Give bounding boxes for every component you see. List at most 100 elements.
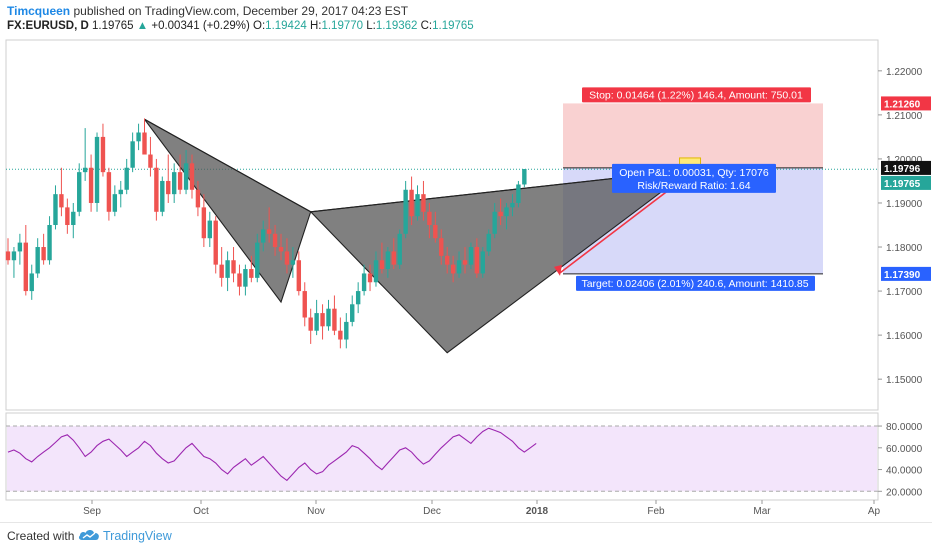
candle-body xyxy=(510,202,515,208)
candle-body xyxy=(361,273,367,292)
candle-body xyxy=(433,225,438,239)
tradingview-cloud-icon xyxy=(78,530,99,540)
stop-price-tag-text: 1.21260 xyxy=(884,99,921,110)
candle-body xyxy=(225,260,230,278)
candle-body xyxy=(130,141,135,168)
candle-body xyxy=(474,247,480,274)
price-axis-label: 1.15000 xyxy=(886,375,923,386)
candle-body xyxy=(492,211,497,234)
candle-body xyxy=(231,260,236,274)
candle-body xyxy=(403,189,408,234)
price-axis-label: 1.22000 xyxy=(886,67,923,78)
candle-body xyxy=(118,189,123,195)
candle-body xyxy=(409,189,414,217)
author-link[interactable]: Timcqueen xyxy=(7,4,71,18)
candle-body xyxy=(142,132,147,155)
candle-body xyxy=(415,194,420,217)
candle-body xyxy=(296,260,302,292)
candle-body xyxy=(59,194,64,208)
publish-line: Timcqueen published on TradingView.com, … xyxy=(7,4,408,18)
candle-body xyxy=(47,225,52,261)
close-value: 1.19765 xyxy=(432,20,474,32)
pnl-label-text: Open P&L: 0.00031, Qty: 17076 xyxy=(619,167,769,179)
candle-body xyxy=(154,167,159,212)
current-price-tag-text: 1.19765 xyxy=(884,179,921,190)
candle-body xyxy=(302,291,307,318)
candle-body xyxy=(462,260,468,265)
candle-body xyxy=(112,194,118,212)
chart-canvas[interactable]: 1.22000 1.21000 1.20000 1.19000 1.18000 1.170… xyxy=(0,0,932,522)
candle-body xyxy=(53,194,58,225)
candle-body xyxy=(65,207,70,225)
candle-body xyxy=(237,273,242,287)
candle-body xyxy=(379,260,385,270)
price-axis-label: 1.16000 xyxy=(886,331,923,342)
candle-body xyxy=(367,273,373,283)
candle-body xyxy=(100,136,106,173)
candle-body xyxy=(5,251,11,261)
stop-price-tag-box xyxy=(881,96,931,111)
candle-body xyxy=(77,172,82,212)
candle-body xyxy=(278,247,284,252)
entry-price-tag-box xyxy=(881,160,931,175)
candle-body xyxy=(355,291,361,305)
candle-body xyxy=(450,264,456,274)
candle-body xyxy=(439,238,444,256)
candle-body xyxy=(35,247,40,274)
candle-body xyxy=(243,269,248,287)
candle-body xyxy=(498,211,503,217)
target-label-text: Target: 0.02406 (2.01%) 240.6, Amount: 1… xyxy=(581,278,808,290)
candle-body xyxy=(17,242,23,252)
symbol-label: FX:EURUSD, D xyxy=(7,20,89,32)
time-axis-label: Dec xyxy=(423,506,441,517)
price-axis-label: 1.18000 xyxy=(886,243,923,254)
target-price-tag-box xyxy=(881,266,931,281)
candle-body xyxy=(290,260,296,265)
candle-body xyxy=(171,172,177,195)
time-axis-label: Feb xyxy=(647,506,665,517)
rsi-line xyxy=(7,427,537,482)
candle-body xyxy=(82,167,88,173)
pnl-label-box xyxy=(612,163,776,193)
price-axis-label: 1.17000 xyxy=(886,287,923,298)
candle-body xyxy=(195,189,201,208)
open-value: 1.19424 xyxy=(265,20,307,32)
candle-body xyxy=(391,251,396,265)
close-label: C: xyxy=(420,20,433,32)
candle-body xyxy=(124,167,129,190)
candle-body xyxy=(166,180,171,195)
candle-body xyxy=(183,163,189,190)
candle-body xyxy=(189,163,195,190)
candle-body xyxy=(71,211,76,225)
candle-body xyxy=(94,136,100,203)
stop-zone xyxy=(563,103,823,168)
low-value: 1.19362 xyxy=(375,20,418,32)
candle-body xyxy=(326,308,331,327)
candle-body xyxy=(261,229,266,243)
candle-body xyxy=(272,233,278,248)
candle-body xyxy=(421,194,426,212)
chart-header: Timcqueen published on TradingView.com, … xyxy=(0,0,932,40)
candle-body xyxy=(427,211,432,225)
price-axis-label: 1.19000 xyxy=(886,199,923,210)
candle-body xyxy=(516,184,521,203)
ratio-label-text: Risk/Reward Ratio: 1.64 xyxy=(637,180,750,192)
low-label: L: xyxy=(366,20,376,32)
footer: Created with TradingView xyxy=(0,522,932,551)
stop-label-text: Stop: 0.01464 (1.22%) 146.4, Amount: 750… xyxy=(589,89,803,101)
candle-body xyxy=(444,255,450,265)
tradingview-brand-link[interactable]: TradingView xyxy=(103,529,172,543)
candle-body xyxy=(23,242,29,292)
candle-body xyxy=(332,308,337,331)
price-axis-label: 1.20000 xyxy=(886,155,923,166)
candle-body xyxy=(486,233,491,252)
candle-body xyxy=(480,251,485,274)
candle-body xyxy=(177,172,183,190)
candle-body xyxy=(308,317,313,331)
pattern-xb-line xyxy=(144,118,311,213)
candle-body xyxy=(41,247,46,261)
triangle-up-icon: ▲ xyxy=(136,20,149,32)
candle-body xyxy=(373,260,379,283)
candles-group xyxy=(5,118,527,349)
candle-body xyxy=(136,132,141,142)
